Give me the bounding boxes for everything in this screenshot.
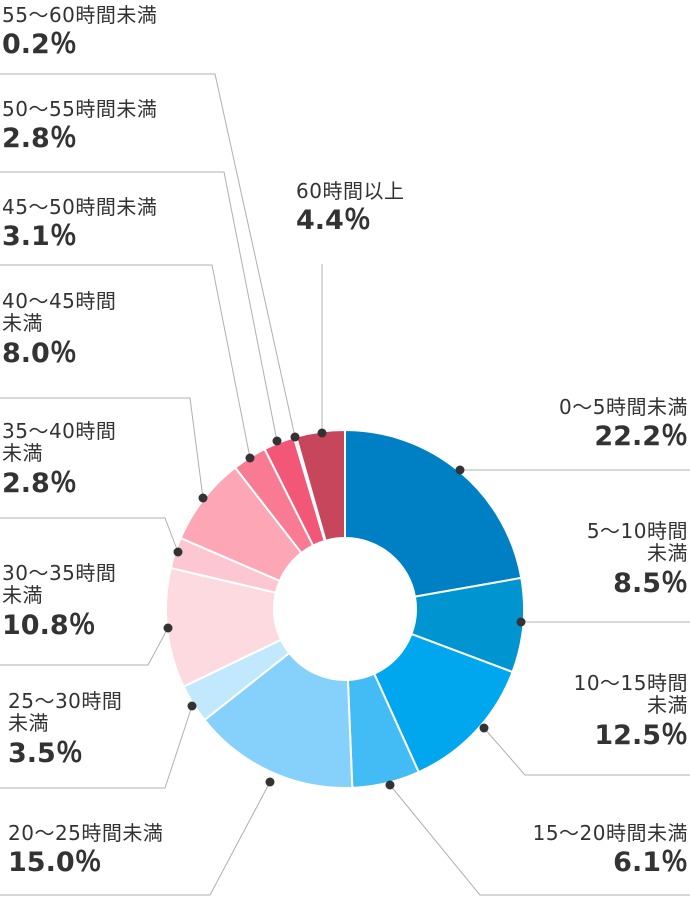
leader-dot	[265, 777, 275, 787]
leader-dot	[385, 780, 395, 790]
leader-line	[0, 517, 179, 553]
label-50-55h: 50〜55時間未満 2.8％	[2, 97, 158, 155]
label-30-35h: 30〜35時間 未満 10.8％	[2, 561, 117, 641]
leader-line	[0, 781, 271, 896]
leader-line	[389, 784, 690, 896]
donut-slice	[372, 632, 514, 774]
leader-dot	[317, 428, 327, 438]
label-25-30h: 25〜30時間 未満 3.5％	[8, 689, 123, 769]
leader-dot	[163, 623, 173, 633]
donut-slice	[294, 428, 346, 542]
label-45-50h: 45〜50時間未満 3.1％	[2, 195, 158, 253]
leader-line	[0, 397, 204, 499]
label-40-45h: 40〜45時間 未満 8.0％	[2, 289, 117, 369]
donut-slice	[344, 428, 523, 598]
leader-dot	[173, 547, 183, 557]
label-60h-over: 60時間以上 4.4％	[296, 179, 405, 237]
donut-slice	[203, 651, 354, 789]
label-15-20h: 15〜20時間未満 6.1％	[532, 821, 688, 879]
label-5-10h: 5〜10時間 未満 8.5％	[586, 519, 688, 599]
leader-dot	[245, 453, 255, 463]
leader-dot	[455, 465, 465, 475]
label-20-25h: 20〜25時間未満 15.0％	[8, 821, 164, 879]
label-0-5h: 0〜5時間未満 22.2％	[559, 395, 688, 453]
leader-dot	[290, 432, 300, 442]
leader-line	[0, 171, 278, 442]
leader-dot	[272, 436, 282, 446]
label-55-60h: 55〜60時間未満 0.2％	[2, 3, 158, 61]
leader-dot	[516, 617, 526, 627]
leader-line	[0, 705, 193, 789]
label-10-15h: 10〜15時間 未満 12.5％	[573, 671, 688, 751]
leader-line	[0, 73, 296, 438]
leader-dot	[187, 701, 197, 711]
leader-dot	[198, 493, 208, 503]
leader-line	[483, 727, 690, 776]
leader-line	[0, 264, 251, 459]
leader-dot	[479, 723, 489, 733]
leader-line	[0, 627, 169, 666]
label-35-40h: 35〜40時間 未満 2.8％	[2, 419, 117, 499]
